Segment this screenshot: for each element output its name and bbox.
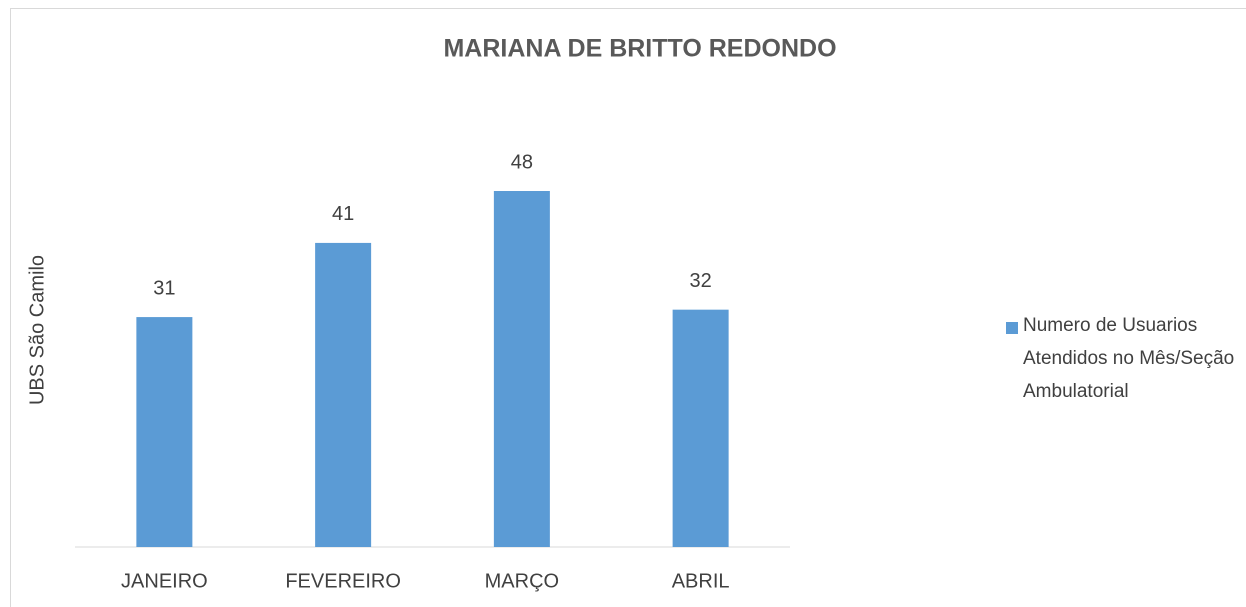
chart-title: MARIANA DE BRITTO REDONDO bbox=[443, 35, 836, 63]
y-axis-label: UBS São Camilo bbox=[26, 255, 48, 405]
data-label: 32 bbox=[690, 270, 712, 292]
bar bbox=[315, 242, 372, 547]
legend: Numero de Usuarios Atendidos no Mês/Seçã… bbox=[1006, 315, 1236, 408]
data-label: 41 bbox=[332, 203, 354, 225]
x-tick-label: JANEIRO bbox=[121, 570, 208, 592]
chart-border bbox=[10, 8, 1246, 607]
x-tick-label: ABRIL bbox=[672, 570, 730, 592]
data-label: 31 bbox=[153, 277, 175, 299]
data-label: 48 bbox=[511, 151, 533, 173]
x-tick-label: FEVEREIRO bbox=[285, 570, 401, 592]
bar bbox=[136, 317, 193, 547]
legend-swatch bbox=[1006, 322, 1018, 334]
x-tick-label: MARÇO bbox=[485, 570, 559, 592]
bar bbox=[493, 191, 550, 547]
legend-label: Numero de Usuarios Atendidos no Mês/Seçã… bbox=[1023, 315, 1235, 402]
bar bbox=[672, 309, 729, 547]
